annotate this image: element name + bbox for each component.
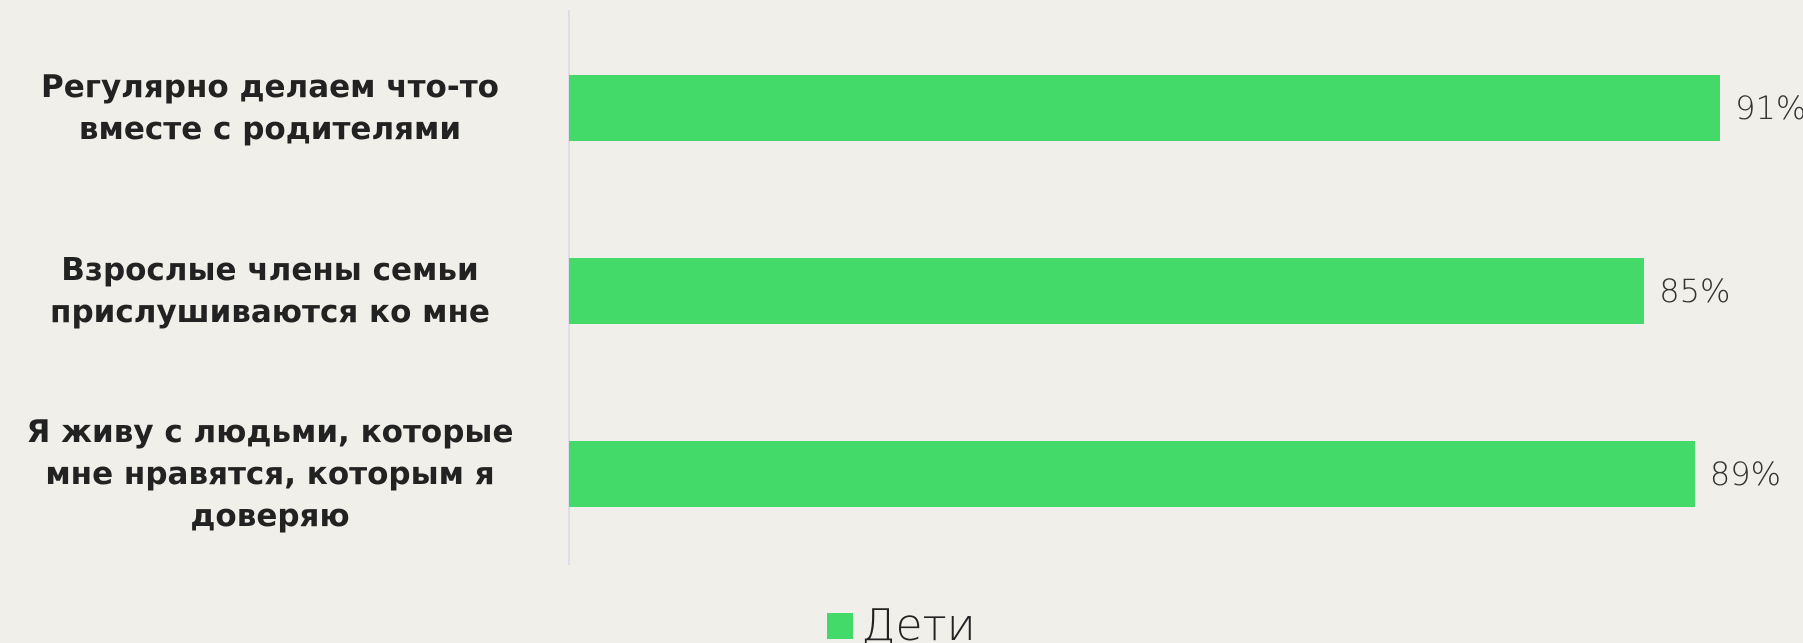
category-label: Регулярно делаем что-то вместе с родител… <box>41 69 499 147</box>
legend-label: Дети <box>861 600 976 643</box>
value-label: 91% <box>1735 89 1803 127</box>
bar <box>569 441 1695 507</box>
legend-swatch <box>827 612 854 639</box>
bar <box>569 258 1645 324</box>
category-label: Взрослые члены семьи прислушиваются ко м… <box>50 252 490 330</box>
bar <box>569 75 1721 141</box>
category-label: Я живу с людьми, которые мне нравятся, к… <box>26 414 514 534</box>
value-label: 85% <box>1659 272 1731 310</box>
value-label: 89% <box>1709 455 1781 493</box>
legend: Дети <box>0 600 1803 643</box>
